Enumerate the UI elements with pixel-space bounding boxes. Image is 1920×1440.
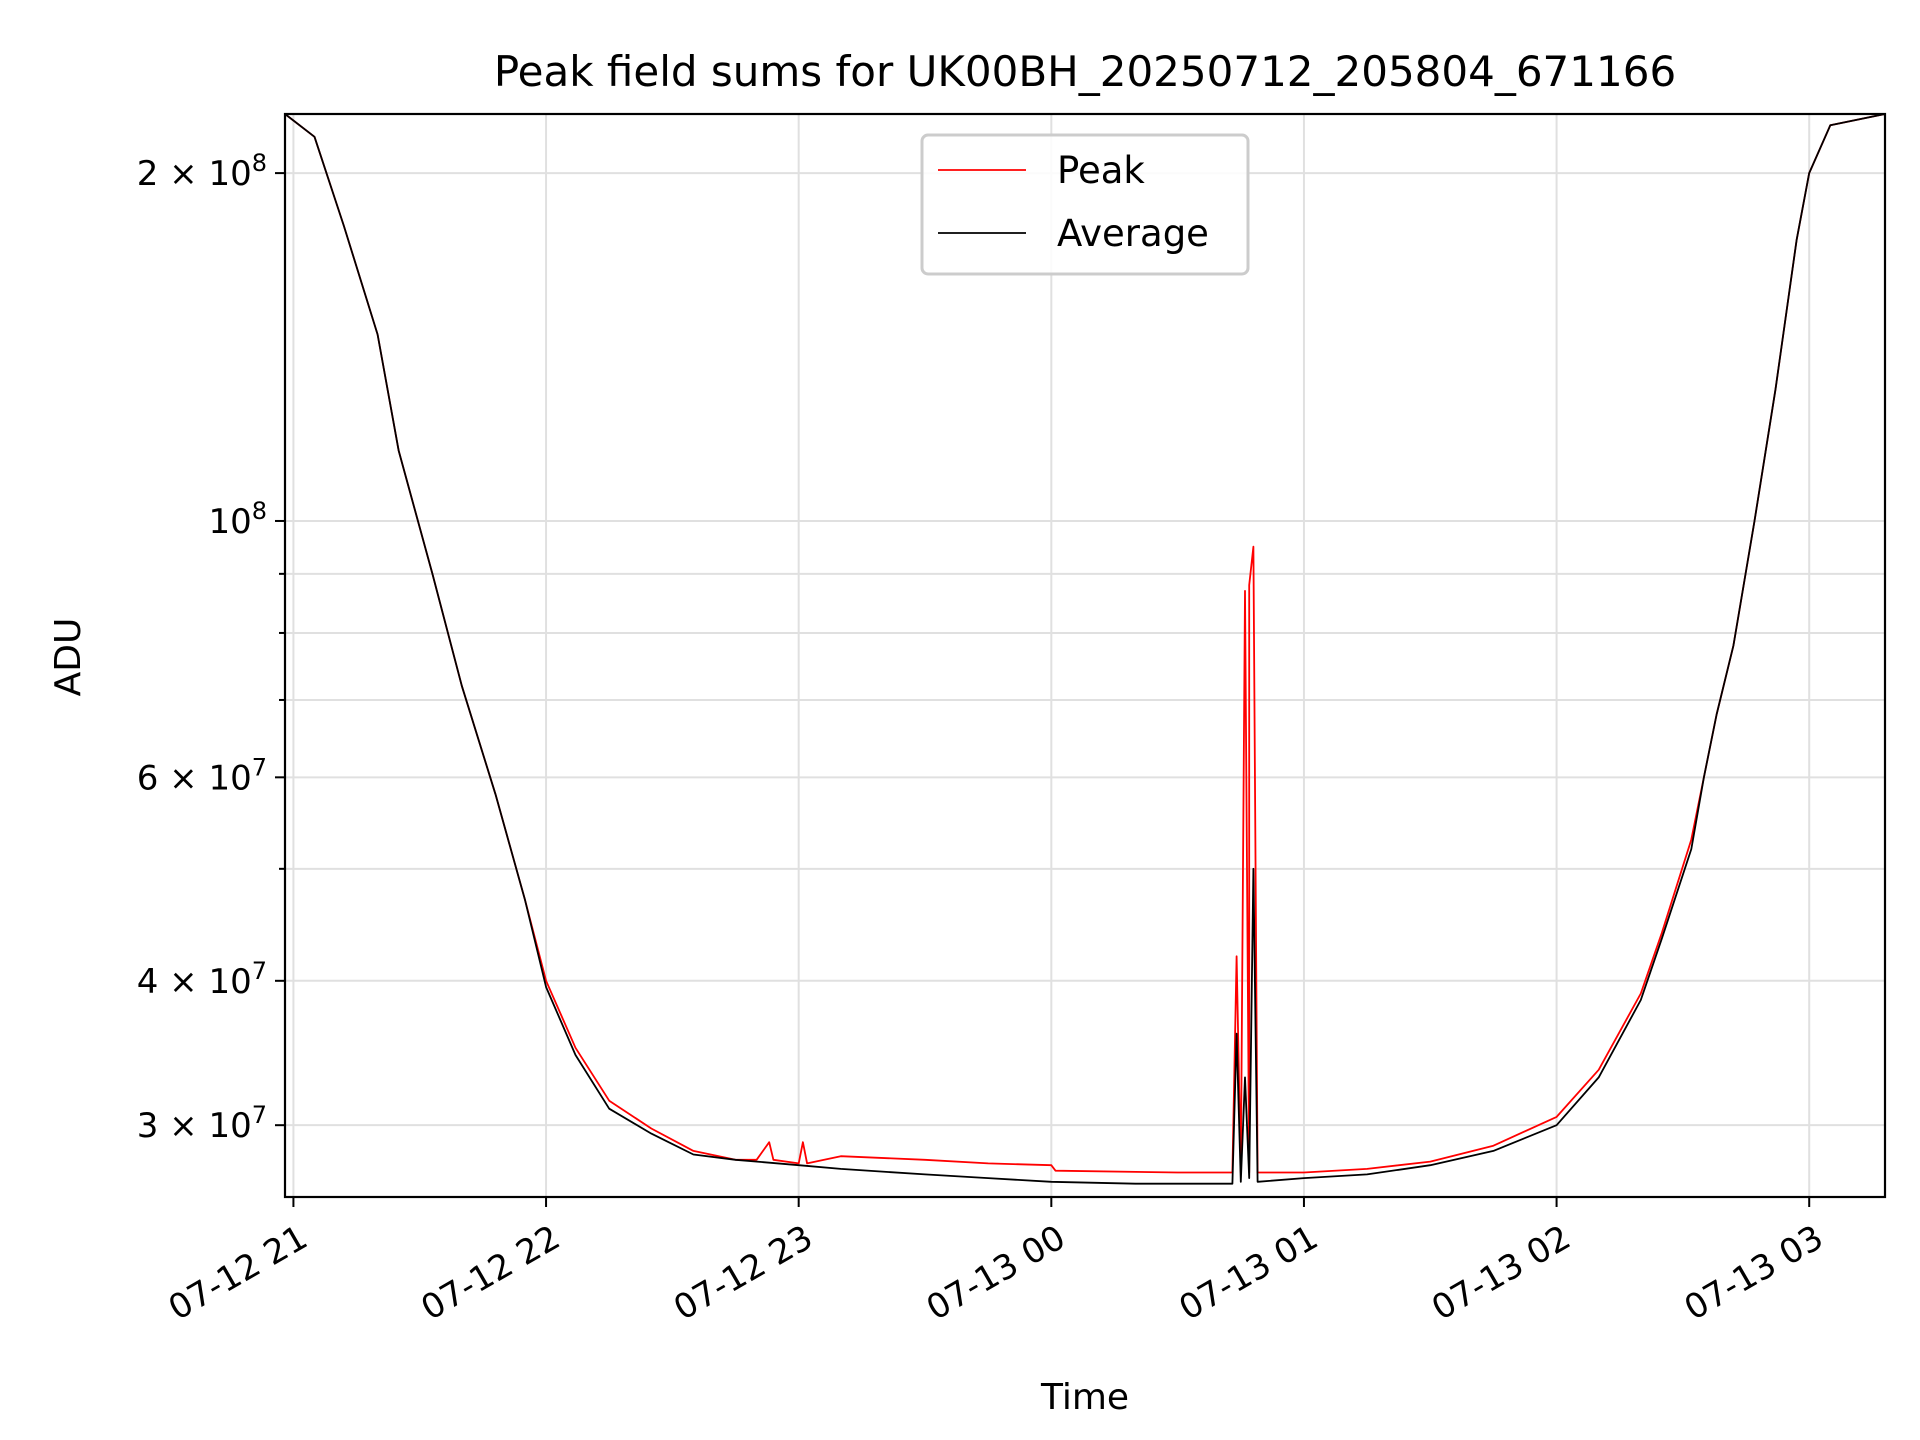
x-axis-label: Time [1040, 1377, 1129, 1418]
y-tick-label: 108 [208, 497, 267, 542]
legend: Peak Average [920, 133, 1250, 276]
y-tick-label: 2 × 108 [137, 149, 267, 194]
legend-label-peak: Peak [1057, 149, 1145, 192]
series-line-peak [284, 113, 1886, 1174]
series-layer [284, 113, 1886, 1185]
y-tick-label: 4 × 107 [137, 957, 267, 1002]
chart-title: Peak field sums for UK00BH_20250712_2058… [494, 47, 1676, 96]
legend-label-average: Average [1057, 212, 1209, 255]
y-axis-label: ADU [48, 618, 89, 697]
plot-frame [283, 112, 1887, 1199]
grid-layer [285, 114, 1885, 1197]
series-line-average [284, 113, 1886, 1185]
y-tick-label: 3 × 107 [137, 1101, 267, 1146]
y-tick-label: 6 × 107 [137, 753, 267, 798]
